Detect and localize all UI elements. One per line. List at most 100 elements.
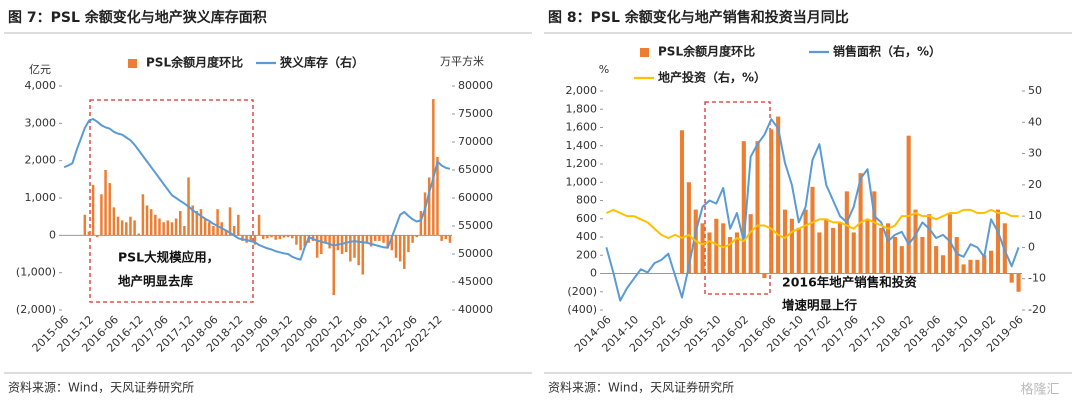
bar: [411, 235, 414, 243]
bar: [212, 226, 215, 236]
y2-tick-label: 60000: [458, 191, 493, 204]
bar: [141, 194, 145, 236]
bar: [249, 235, 253, 241]
bar: [125, 222, 128, 236]
y2-tick-label: 30: [1028, 147, 1042, 160]
bar: [386, 235, 389, 249]
y2-axis-title: 万平方米: [440, 54, 484, 68]
bar: [390, 235, 394, 251]
bar: [158, 218, 161, 236]
bar: [145, 205, 149, 236]
bar: [232, 226, 236, 236]
bar: [108, 183, 111, 236]
annotation: 2016年地产销售和投资: [782, 275, 917, 290]
bar: [899, 246, 904, 274]
y2-tick-label: -20: [1028, 303, 1046, 316]
bar: [865, 218, 870, 274]
bar: [961, 264, 966, 274]
bar: [427, 177, 431, 236]
bar: [320, 235, 323, 254]
bar: [129, 216, 132, 236]
y2-tick-label: -10: [1028, 272, 1046, 285]
bar: [116, 216, 120, 236]
bar: [782, 209, 788, 274]
y2-tick-label: 45000: [458, 275, 493, 288]
legend-swatch: [128, 59, 137, 68]
bar: [913, 209, 918, 274]
bar: [444, 235, 448, 240]
bar: [728, 237, 733, 274]
bar: [274, 235, 277, 240]
bar: [700, 223, 705, 274]
bar: [714, 218, 719, 274]
y-tick-label: (400): [567, 303, 597, 316]
line: [605, 208, 1019, 249]
bar: [755, 141, 760, 274]
chart-title: 图 7：PSL 余额变化与地产狭义库存面积: [8, 9, 267, 26]
bar: [382, 235, 385, 243]
source: 资料来源：Wind，天风证券研究所: [8, 380, 194, 395]
bar: [934, 246, 939, 274]
y-tick-label: 1,000: [566, 175, 598, 188]
bar: [91, 184, 95, 236]
bar: [112, 207, 116, 236]
bar: [831, 227, 836, 274]
y-tick-label: 400: [576, 230, 597, 243]
y2-tick-label: 70000: [458, 135, 493, 148]
legend-swatch: [640, 48, 649, 57]
bar: [237, 214, 240, 236]
bar: [361, 235, 365, 275]
bar: [170, 222, 174, 236]
bar: [216, 209, 219, 236]
legend-label: 狭义库存（右）: [279, 55, 364, 70]
y-axis-title: %: [599, 63, 609, 76]
bar: [286, 235, 290, 238]
bar: [954, 237, 959, 274]
bar: [278, 235, 282, 240]
legend-label: PSL余额月度环比: [658, 44, 755, 59]
bar: [947, 214, 952, 274]
y2-tick-label: 50000: [458, 247, 493, 260]
bar: [282, 235, 286, 238]
bar: [995, 209, 1001, 274]
y-tick-label: 0: [49, 228, 56, 241]
bar: [398, 235, 402, 262]
legend-label: 销售面积（右，%）: [833, 44, 941, 59]
bar: [879, 227, 884, 274]
bar: [776, 116, 781, 274]
bar: [920, 237, 925, 274]
y-axis-title: 亿元: [29, 63, 51, 76]
bar: [394, 235, 398, 258]
bar: [303, 235, 306, 247]
bar: [174, 218, 178, 236]
bar: [295, 235, 298, 245]
bar: [224, 229, 228, 236]
bar: [203, 218, 207, 236]
bar: [721, 223, 726, 274]
bar: [349, 235, 352, 262]
annotation: 地产明显去库: [118, 274, 194, 289]
bar: [270, 235, 273, 238]
bar: [120, 220, 124, 236]
bar: [968, 259, 973, 274]
y-tick-label: 3,000: [25, 116, 57, 129]
bar: [357, 235, 360, 266]
line: [605, 118, 1020, 302]
bar: [228, 207, 232, 236]
source: 资料来源：Wind，天风证券研究所: [548, 380, 734, 395]
bar: [257, 214, 261, 236]
chart-title: 图 8：PSL 余额变化与地产销售和投资当月同比: [548, 9, 849, 26]
y2-tick-label: 40: [1028, 115, 1042, 128]
bar: [851, 232, 856, 274]
bar: [741, 141, 746, 274]
bar: [369, 235, 373, 247]
bar: [982, 255, 987, 274]
bar: [940, 255, 946, 274]
bar: [266, 235, 269, 239]
bar: [253, 235, 257, 245]
bar: [87, 231, 91, 236]
y-tick-label: 0: [590, 267, 597, 280]
bar: [208, 222, 211, 236]
bar: [748, 214, 753, 274]
